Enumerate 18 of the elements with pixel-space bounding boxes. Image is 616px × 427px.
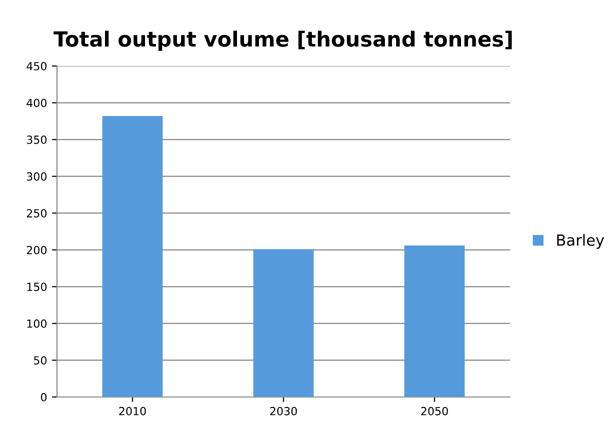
x-tick-label: 2010: [119, 406, 146, 416]
bar: [253, 249, 314, 397]
bar: [404, 245, 465, 397]
y-tick-label: 100: [27, 319, 47, 328]
y-tick-label: 350: [26, 136, 47, 144]
y-tick-label: 250: [26, 209, 47, 218]
y-tick-label: 150: [27, 282, 47, 292]
y-tick-label: 50: [34, 356, 47, 365]
x-tick-label: 2030: [270, 406, 297, 416]
y-tick-label: 300: [26, 172, 47, 181]
y-tick-label: 200: [26, 246, 47, 254]
legend-label: Barley: [557, 234, 604, 249]
y-tick-label: 400: [26, 98, 47, 108]
bar: [102, 116, 163, 397]
chart-title: Total output volume [thousand tonnes]: [54, 30, 512, 51]
x-tick-label: 2050: [421, 406, 448, 416]
y-tick-label: 450: [26, 62, 47, 70]
y-tick-label: 0: [40, 392, 47, 402]
